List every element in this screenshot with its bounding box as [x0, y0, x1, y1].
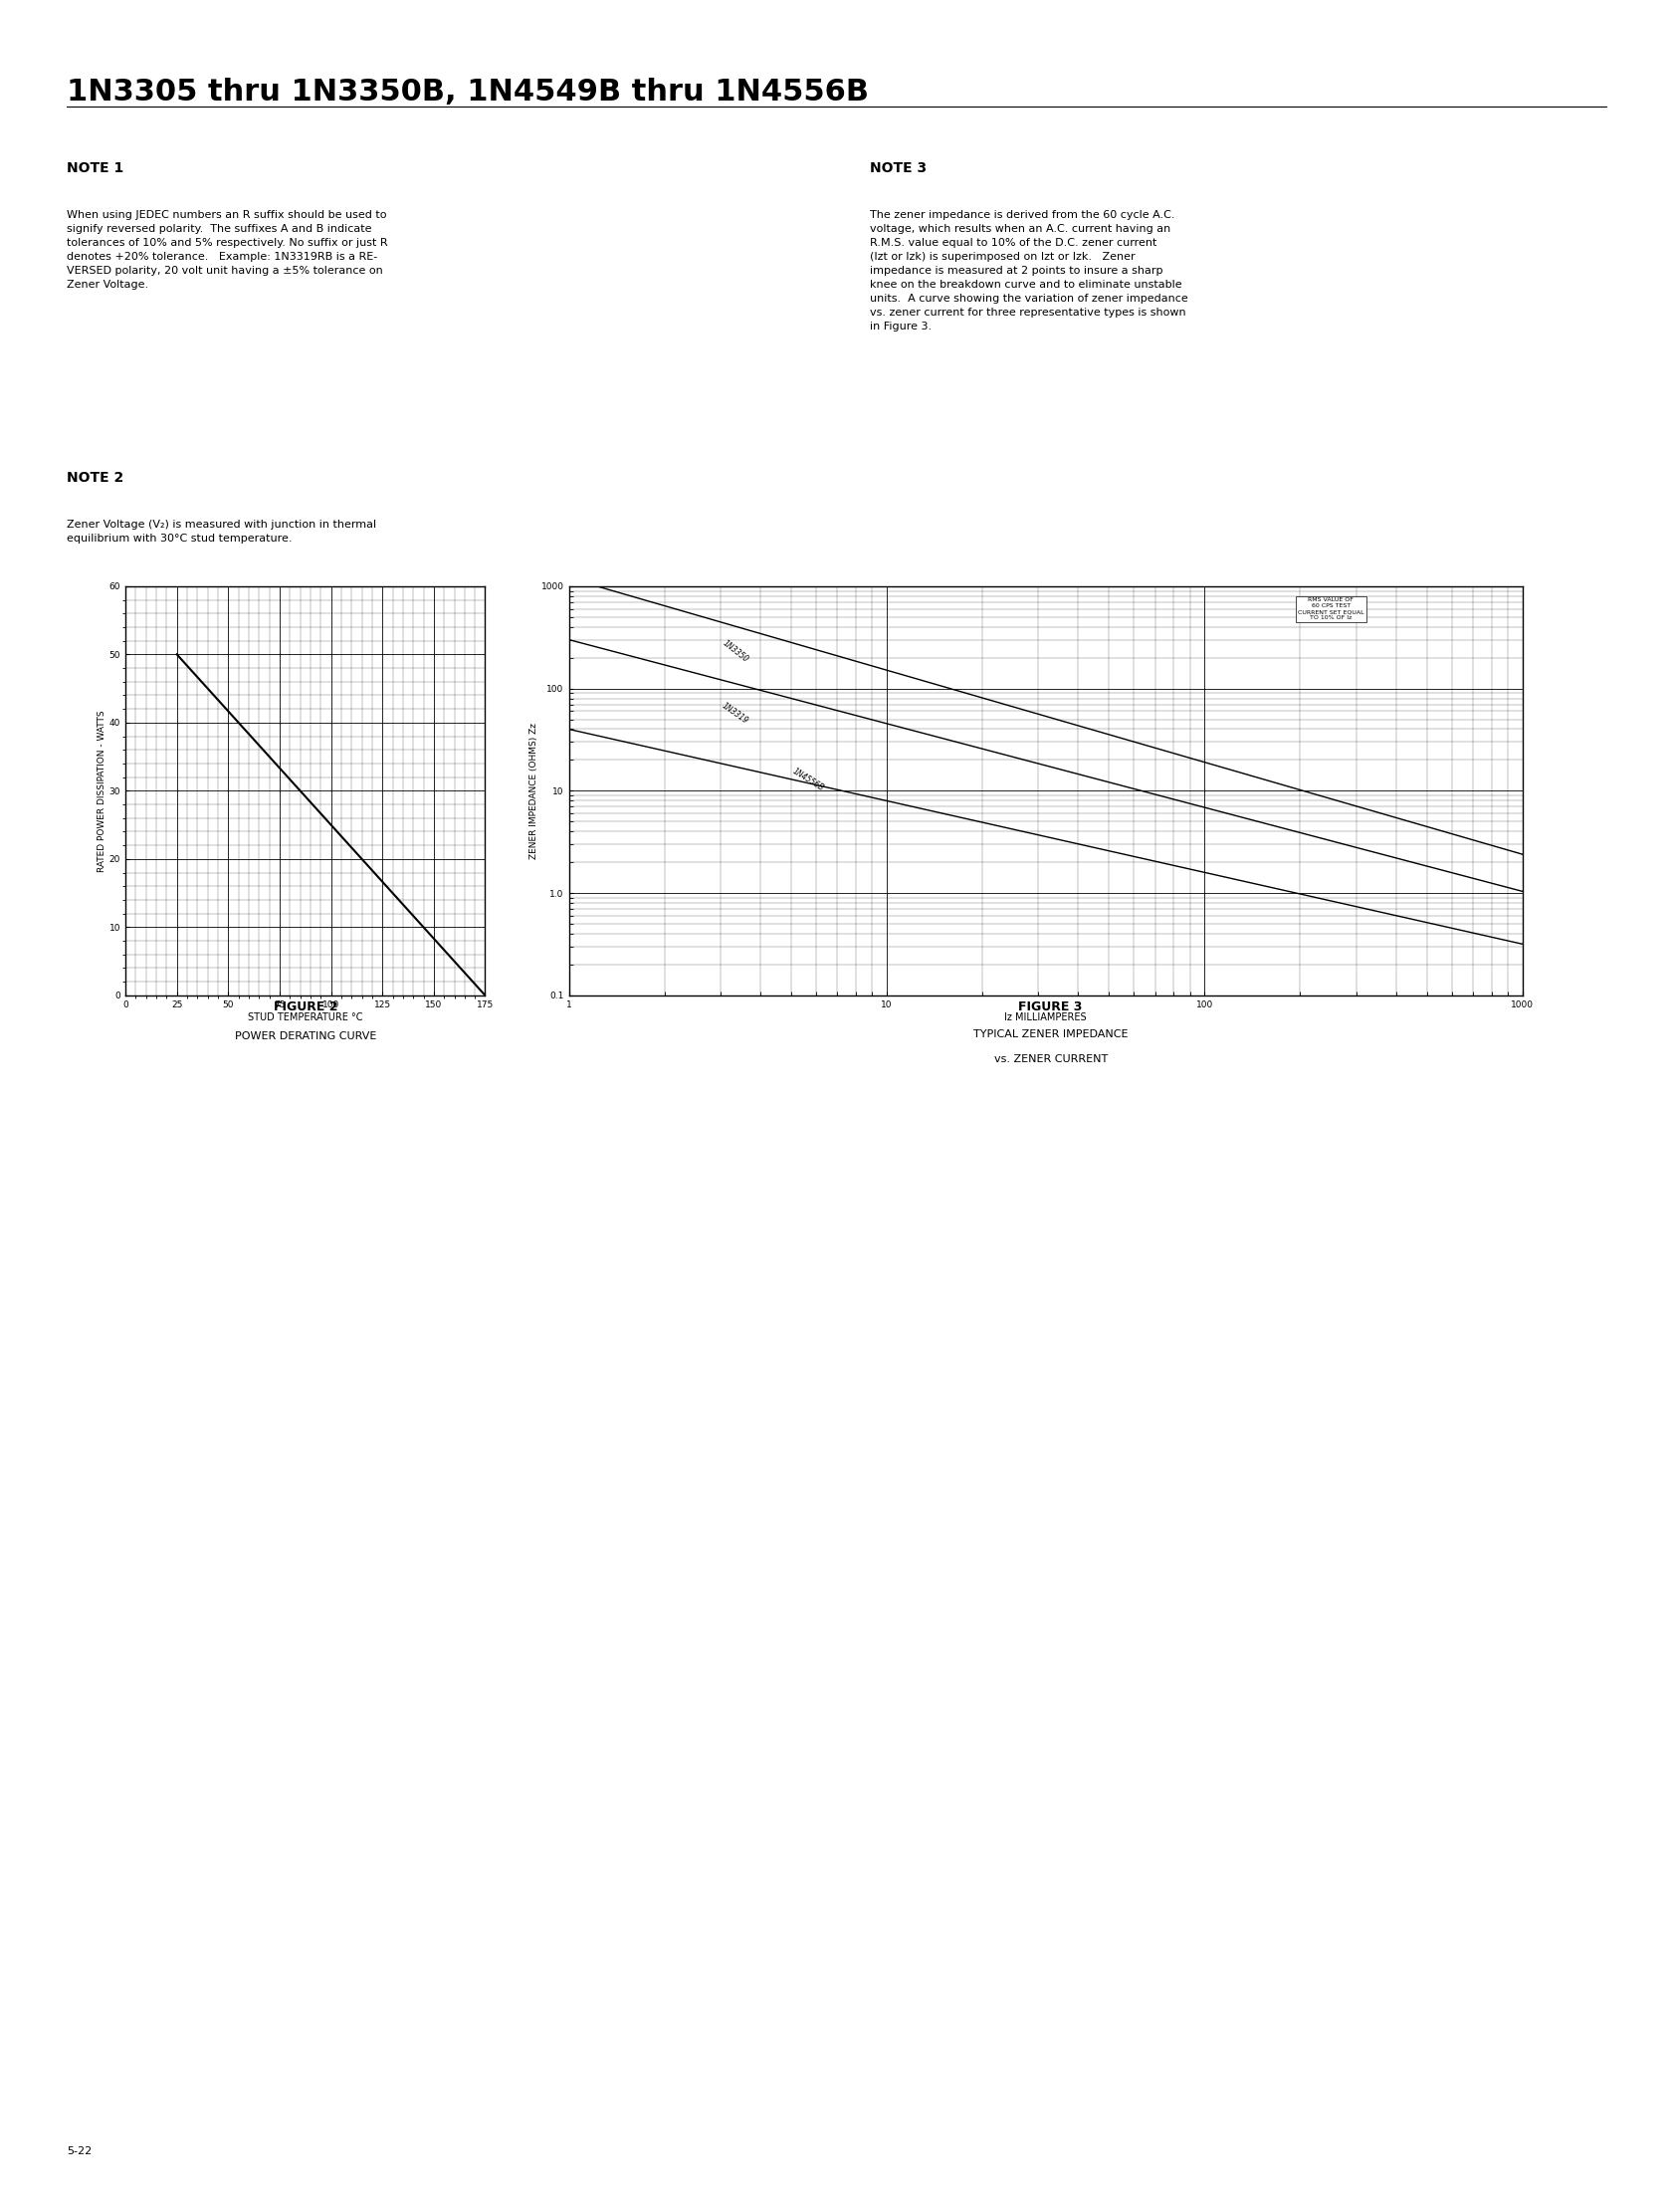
Text: 1N3305 thru 1N3350B, 1N4549B thru 1N4556B: 1N3305 thru 1N3350B, 1N4549B thru 1N4556…	[67, 77, 868, 106]
Text: TYPICAL ZENER IMPEDANCE: TYPICAL ZENER IMPEDANCE	[973, 1029, 1127, 1040]
X-axis label: STUD TEMPERATURE °C: STUD TEMPERATURE °C	[247, 1011, 363, 1022]
Text: RMS VALUE OF
60 CPS TEST
CURRENT SET EQUAL
TO 10% OF Iz: RMS VALUE OF 60 CPS TEST CURRENT SET EQU…	[1297, 597, 1363, 619]
X-axis label: Iz MILLIAMPERES: Iz MILLIAMPERES	[1003, 1011, 1087, 1022]
Text: FIGURE 3: FIGURE 3	[1018, 1000, 1082, 1013]
Text: NOTE 1: NOTE 1	[67, 161, 124, 175]
Text: vs. ZENER CURRENT: vs. ZENER CURRENT	[993, 1053, 1107, 1064]
Text: The zener impedance is derived from the 60 cycle A.C.
voltage, which results whe: The zener impedance is derived from the …	[869, 210, 1187, 332]
Text: NOTE 3: NOTE 3	[869, 161, 926, 175]
Y-axis label: RATED POWER DISSIPATION - WATTS: RATED POWER DISSIPATION - WATTS	[97, 710, 107, 872]
Y-axis label: ZENER IMPEDANCE (OHMS) Zz: ZENER IMPEDANCE (OHMS) Zz	[528, 723, 538, 858]
Text: FIGURE 2: FIGURE 2	[274, 1000, 338, 1013]
Text: 1N3350: 1N3350	[721, 639, 749, 664]
Text: NOTE 2: NOTE 2	[67, 471, 124, 484]
Text: 5-22: 5-22	[67, 2146, 92, 2157]
Text: Zener Voltage (V₂) is measured with junction in thermal
equilibrium with 30°C st: Zener Voltage (V₂) is measured with junc…	[67, 520, 376, 544]
Text: POWER DERATING CURVE: POWER DERATING CURVE	[236, 1031, 376, 1042]
Text: When using JEDEC numbers an R suffix should be used to
signify reversed polarity: When using JEDEC numbers an R suffix sho…	[67, 210, 388, 290]
Text: 1N3319: 1N3319	[721, 701, 749, 726]
Text: 1N4556B: 1N4556B	[791, 768, 824, 792]
